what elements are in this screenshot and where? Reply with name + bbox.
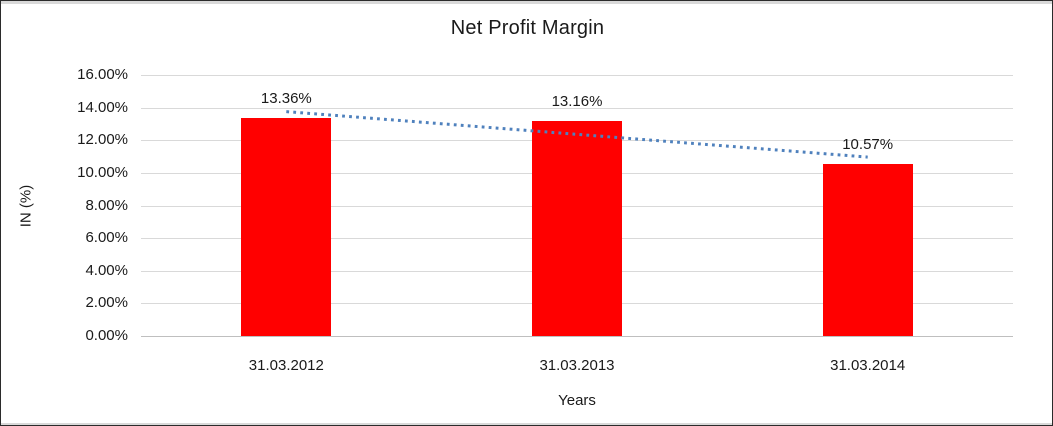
bar-1	[241, 118, 332, 336]
y-tick-label: 6.00%	[85, 229, 128, 247]
data-label: 13.36%	[260, 90, 312, 108]
y-tick-label: 8.00%	[85, 196, 128, 214]
y-tick-label: 4.00%	[85, 261, 128, 279]
plot-area	[141, 75, 1013, 337]
frame-bottom-edge	[1, 423, 1052, 425]
chart-title: Net Profit Margin	[450, 17, 605, 39]
x-tick-label: 31.03.2012	[248, 357, 324, 374]
y-tick-label: 14.00%	[77, 98, 128, 116]
data-label: 10.57%	[842, 135, 894, 153]
y-tick-label: 12.00%	[77, 131, 128, 149]
y-tick-label: 2.00%	[85, 294, 128, 312]
x-tick-label: 31.03.2013	[539, 357, 615, 374]
y-tick-label: 16.00%	[77, 66, 128, 83]
y-tick-label: 0.00%	[85, 327, 128, 344]
frame-top-edge	[1, 1, 1052, 4]
y-tick-label: 10.00%	[77, 163, 128, 181]
data-label: 13.16%	[551, 93, 603, 111]
bar-3	[822, 163, 913, 336]
x-tick-label: 31.03.2014	[830, 357, 906, 374]
bar-2	[532, 121, 622, 336]
x-axis-title: Years	[558, 392, 596, 409]
